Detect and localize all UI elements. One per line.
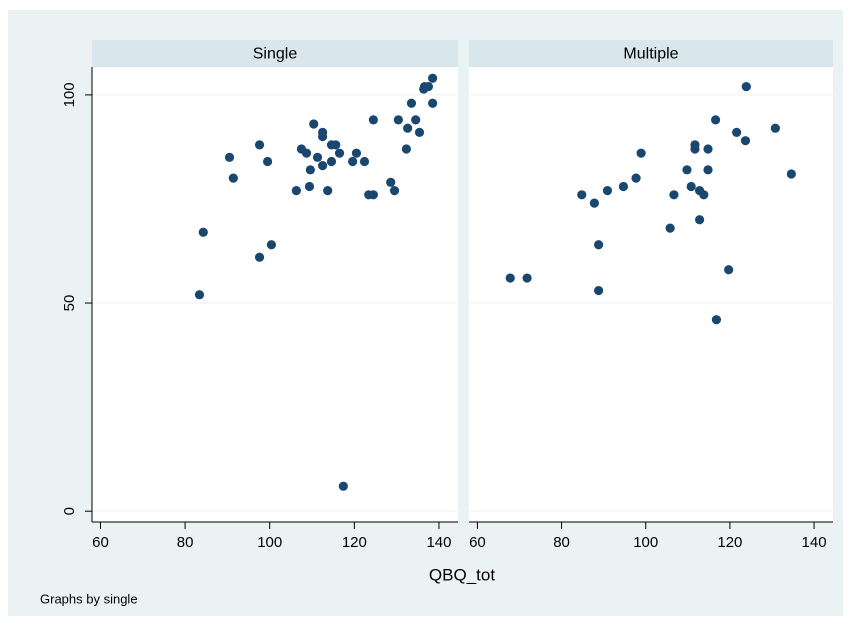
point — [732, 127, 742, 137]
point — [703, 165, 713, 175]
point — [393, 115, 403, 125]
point — [594, 285, 604, 296]
point — [428, 98, 438, 108]
point — [411, 115, 421, 125]
point — [631, 173, 641, 183]
point — [266, 240, 277, 250]
x-tick-label: 120 — [342, 534, 367, 551]
plot-area — [469, 67, 833, 522]
point — [741, 81, 751, 92]
point — [406, 98, 417, 108]
x-tick-label: 80 — [177, 534, 194, 551]
point — [724, 265, 734, 275]
x-tick-label: 140 — [426, 534, 451, 551]
point — [254, 140, 265, 150]
point — [711, 315, 722, 325]
plot-area — [92, 67, 458, 522]
point — [703, 144, 713, 154]
point — [323, 186, 333, 196]
point — [301, 148, 312, 158]
panel-title: Multiple — [623, 46, 678, 63]
point — [682, 165, 692, 175]
point — [690, 144, 700, 154]
point — [198, 227, 208, 237]
point — [423, 81, 433, 92]
point — [304, 181, 315, 192]
point — [359, 156, 370, 167]
point — [602, 186, 613, 196]
point — [368, 115, 378, 125]
point — [318, 161, 328, 171]
point — [389, 186, 400, 196]
point — [618, 181, 629, 192]
point — [305, 165, 315, 175]
point — [331, 140, 341, 150]
point — [710, 115, 721, 125]
point — [589, 198, 600, 208]
point — [505, 273, 515, 283]
point — [338, 481, 348, 491]
point — [770, 123, 780, 133]
x-tick-label: 60 — [469, 534, 486, 551]
point — [401, 144, 411, 154]
x-tick-label: 120 — [717, 534, 742, 551]
point — [522, 273, 532, 283]
point — [386, 177, 396, 187]
point — [254, 252, 265, 262]
panel-header — [92, 40, 458, 67]
point — [403, 123, 413, 133]
y-tick-label: 50 — [61, 295, 78, 312]
point — [318, 131, 328, 142]
x-axis-label: QBQ_tot — [429, 565, 495, 584]
point — [334, 148, 345, 158]
point — [368, 190, 378, 200]
point — [695, 215, 705, 225]
point — [414, 127, 425, 137]
point — [699, 190, 709, 200]
point — [786, 169, 796, 179]
point — [577, 190, 587, 200]
panel-header — [469, 40, 833, 67]
x-tick-label: 100 — [633, 534, 658, 551]
point — [665, 223, 675, 233]
point — [594, 240, 604, 250]
point — [224, 152, 235, 162]
y-tick-label: 100 — [61, 82, 78, 107]
panel-title: Single — [253, 46, 298, 63]
point — [312, 152, 323, 162]
x-tick-label: 100 — [257, 534, 282, 551]
point — [262, 156, 273, 167]
point — [740, 136, 751, 146]
point — [351, 148, 362, 158]
point — [309, 119, 319, 129]
point — [669, 190, 679, 200]
point — [686, 181, 696, 192]
y-tick-label: 0 — [61, 507, 78, 515]
point — [348, 156, 358, 167]
point — [326, 156, 337, 167]
x-tick-label: 80 — [553, 534, 570, 551]
note: Graphs by single — [40, 591, 138, 606]
point — [428, 73, 438, 83]
x-tick-label: 60 — [92, 534, 109, 551]
point — [291, 186, 301, 196]
x-tick-label: 140 — [802, 534, 827, 551]
point — [228, 173, 238, 183]
point — [636, 148, 646, 158]
point — [194, 290, 205, 300]
